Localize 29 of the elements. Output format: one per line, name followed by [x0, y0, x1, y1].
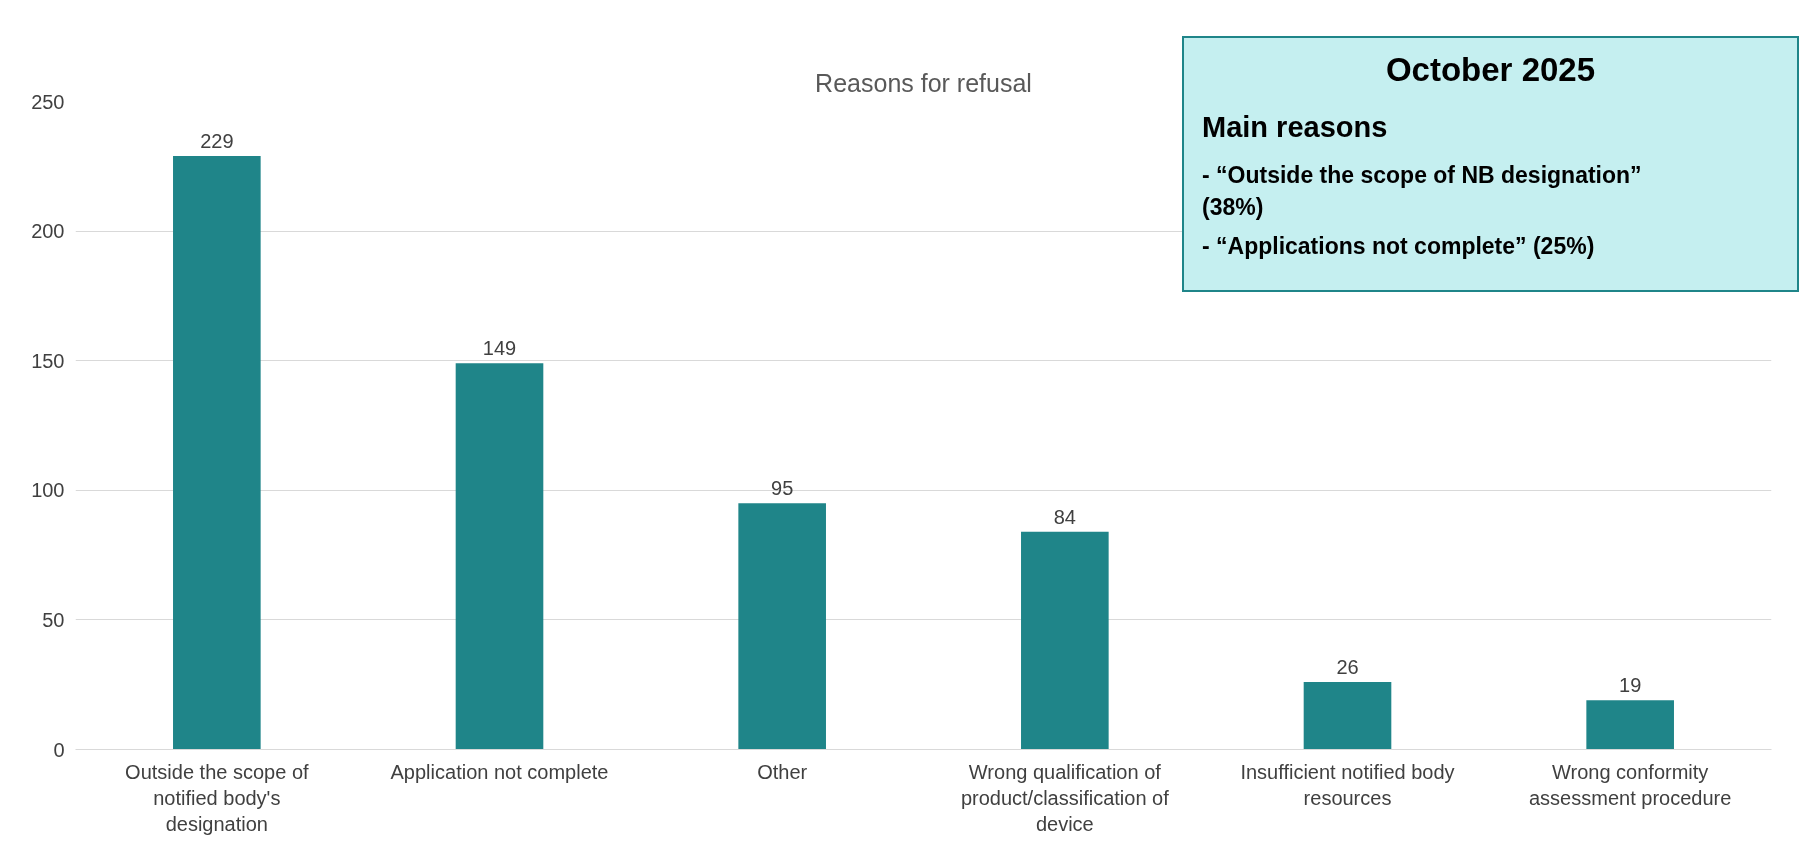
x-tick-label: Other: [757, 760, 808, 783]
data-label: 84: [1053, 505, 1076, 528]
data-label: 229: [200, 129, 234, 152]
y-tick-label: 200: [31, 220, 65, 243]
y-tick-label: 50: [42, 608, 65, 631]
bar: [455, 363, 544, 750]
data-label: 26: [1336, 656, 1359, 679]
bar: [738, 503, 826, 750]
annotation: - “Outside the scope of NB designation” (38%): [1202, 160, 1642, 223]
x-tick-label: Wrong qualification of product/classification of device: [960, 760, 1170, 836]
data-label: 95: [771, 477, 794, 500]
x-tick-label: Insufficient notified body resources: [1240, 760, 1455, 809]
data-label: 149: [482, 337, 517, 360]
annotation: - “Applications not complete” (25%): [1202, 232, 1596, 262]
y-tick-label: 0: [53, 738, 65, 761]
y-tick-label: 250: [31, 90, 65, 113]
bar: [1303, 682, 1392, 750]
bar: [1021, 531, 1109, 750]
bar: [1586, 700, 1674, 750]
x-tick-label: Outside the scope of notified body's designation: [125, 760, 309, 836]
y-tick-label: 100: [31, 479, 65, 502]
note-box: October 2025 Main reasons - “Outside the scope of NB designation” (38%) - “Applications not complete” (25%): [1182, 36, 1799, 292]
chart-title: Reasons for refusal: [815, 68, 1032, 97]
annotation: Main reasons: [1202, 110, 1389, 146]
y-tick-label: 150: [31, 349, 65, 372]
x-tick-label: Wrong conformity assessment procedure: [1529, 760, 1732, 809]
data-label: 19: [1619, 674, 1642, 697]
x-tick-label: Application not complete: [390, 760, 609, 783]
bar: [173, 155, 261, 750]
